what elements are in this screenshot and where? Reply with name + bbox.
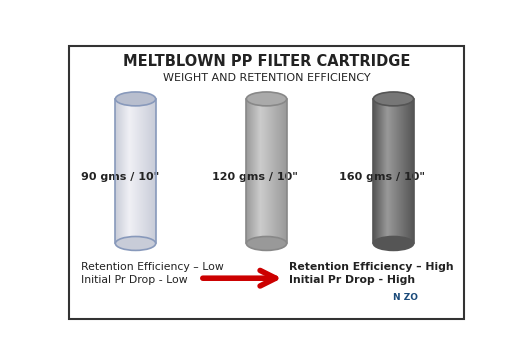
Text: Retention Efficiency – Low: Retention Efficiency – Low [81, 261, 224, 271]
FancyBboxPatch shape [69, 46, 464, 318]
Ellipse shape [373, 92, 413, 106]
Ellipse shape [246, 236, 287, 251]
Text: 160 gms / 10": 160 gms / 10" [339, 172, 425, 182]
Ellipse shape [246, 92, 287, 106]
Ellipse shape [115, 92, 155, 106]
Text: 90 gms / 10": 90 gms / 10" [81, 172, 159, 182]
Text: Initial Pr Drop - High: Initial Pr Drop - High [289, 275, 415, 286]
Text: MELTBLOWN PP FILTER CARTRIDGE: MELTBLOWN PP FILTER CARTRIDGE [123, 54, 410, 69]
Text: 120 gms / 10": 120 gms / 10" [212, 172, 298, 182]
Text: N ZO: N ZO [393, 293, 418, 302]
Text: Retention Efficiency – High: Retention Efficiency – High [289, 261, 453, 271]
Ellipse shape [373, 236, 413, 251]
Text: WEIGHT AND RETENTION EFFICIENCY: WEIGHT AND RETENTION EFFICIENCY [163, 73, 370, 83]
Text: Initial Pr Drop - Low: Initial Pr Drop - Low [81, 275, 188, 286]
Ellipse shape [115, 236, 155, 251]
